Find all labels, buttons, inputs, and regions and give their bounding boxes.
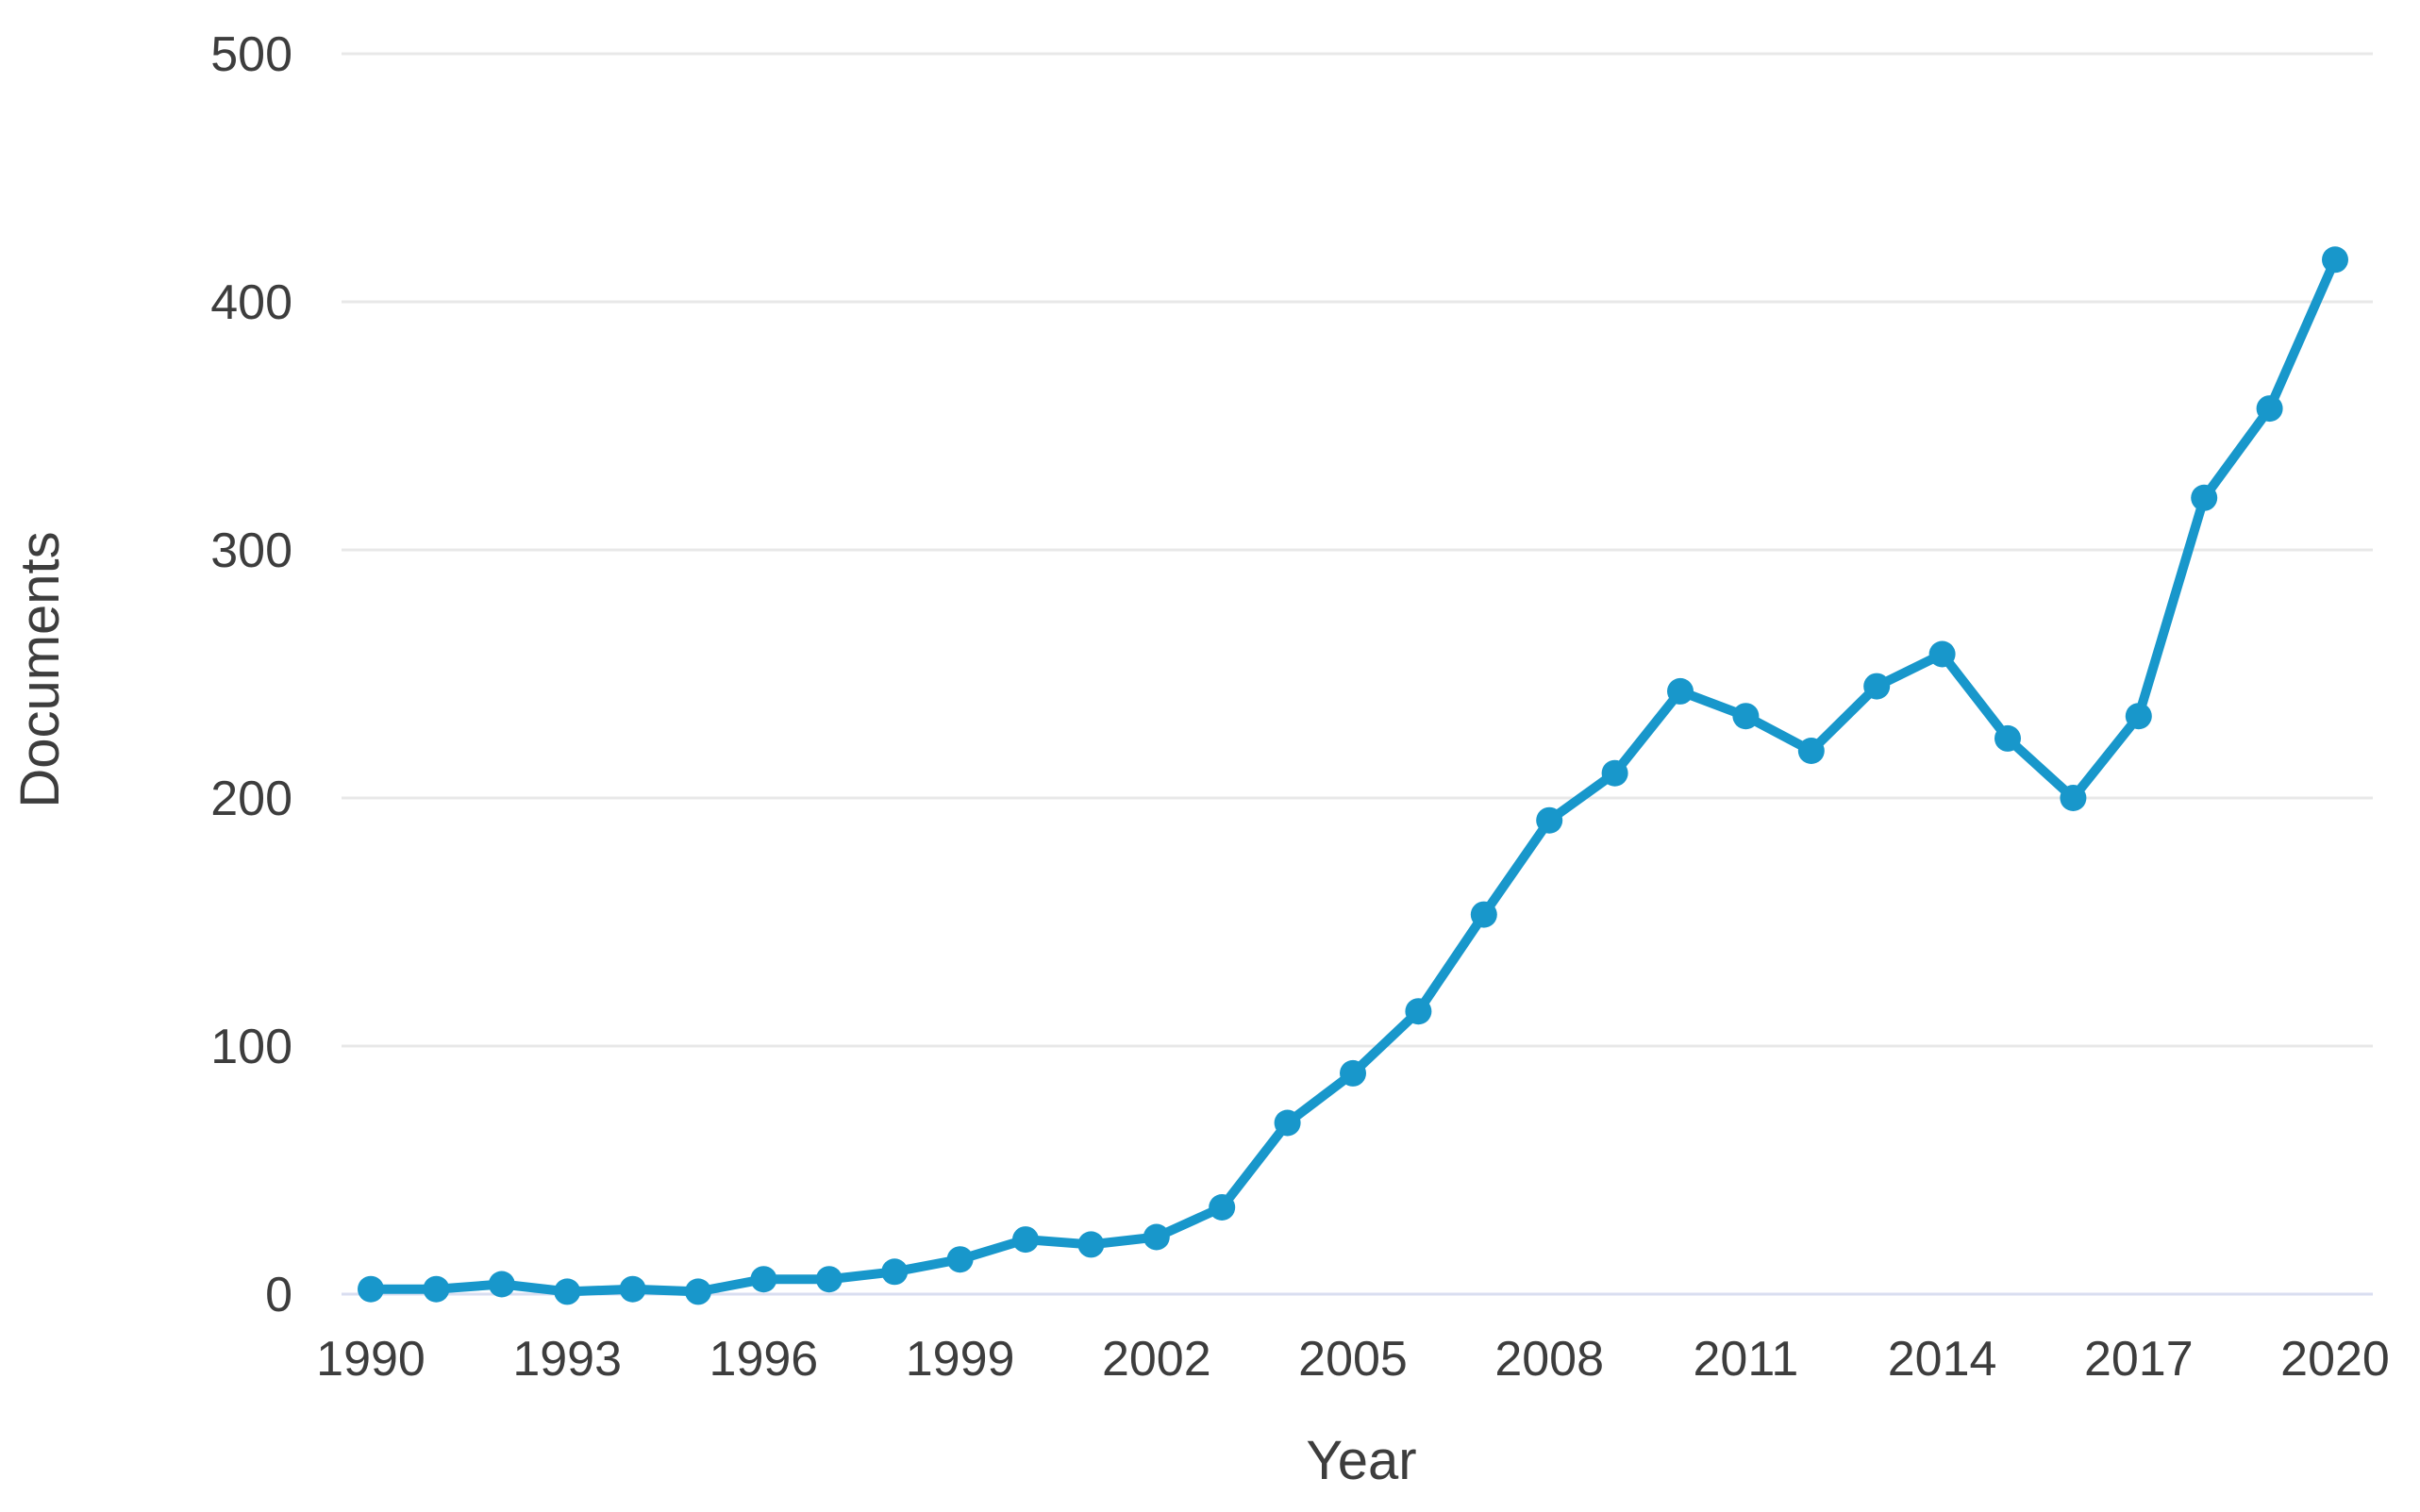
data-point-1998 <box>881 1258 909 1286</box>
data-point-2005 <box>1340 1059 1366 1087</box>
x-tick-label-2008: 2008 <box>1494 1332 1604 1387</box>
data-point-2006 <box>1405 998 1432 1025</box>
y-tick-label-300: 300 <box>210 523 292 578</box>
data-point-1990 <box>358 1275 384 1303</box>
x-tick-label-2005: 2005 <box>1298 1332 1408 1387</box>
x-tick-label-1993: 1993 <box>512 1332 622 1387</box>
data-point-2018 <box>2191 484 2218 511</box>
data-point-2008 <box>1536 806 1563 834</box>
x-tick-label-2002: 2002 <box>1102 1332 1211 1387</box>
data-point-2015 <box>1994 724 2021 752</box>
data-point-2002 <box>1143 1223 1170 1251</box>
data-point-2001 <box>1077 1231 1105 1258</box>
x-axis-title: Year <box>1306 1430 1416 1491</box>
data-point-2013 <box>1863 673 1891 700</box>
y-tick-label-200: 200 <box>210 772 292 826</box>
data-point-1994 <box>619 1275 646 1303</box>
x-tick-label-2014: 2014 <box>1888 1332 1997 1387</box>
data-point-1996 <box>750 1266 777 1293</box>
data-point-2007 <box>1470 901 1497 928</box>
y-tick-label-0: 0 <box>265 1268 292 1322</box>
x-tick-label-2011: 2011 <box>1693 1332 1798 1387</box>
y-tick-label-500: 500 <box>210 27 292 82</box>
data-point-2019 <box>2256 395 2283 423</box>
data-point-1995 <box>685 1278 711 1305</box>
data-series <box>358 246 2348 1305</box>
data-point-1999 <box>946 1246 974 1273</box>
x-tick-label-1996: 1996 <box>709 1332 819 1387</box>
series-line-documents <box>366 255 2340 1297</box>
y-tick-label-400: 400 <box>210 275 292 330</box>
y-tick-label-100: 100 <box>210 1020 292 1074</box>
data-point-2016 <box>2060 785 2087 811</box>
y-axis-title: Documents <box>9 531 71 807</box>
x-tick-label-2017: 2017 <box>2084 1332 2194 1387</box>
x-tick-label-2020: 2020 <box>2280 1332 2390 1387</box>
data-point-1992 <box>488 1271 515 1298</box>
data-point-2020 <box>2322 246 2348 274</box>
tick-labels: 0 100 200 300 400 500 1990 1993 1996 1999 2002 2005… <box>210 27 2390 1387</box>
data-point-2000 <box>1012 1226 1039 1254</box>
data-point-1997 <box>815 1266 843 1293</box>
data-point-1991 <box>423 1275 450 1303</box>
data-point-1993 <box>554 1278 581 1305</box>
data-point-2003 <box>1209 1194 1236 1221</box>
data-point-2014 <box>1928 640 1956 668</box>
x-tick-label-1999: 1999 <box>906 1332 1015 1387</box>
data-point-2012 <box>1797 738 1825 764</box>
data-point-2010 <box>1667 677 1694 705</box>
data-point-2017 <box>2125 703 2152 730</box>
x-tick-label-1990: 1990 <box>316 1332 426 1387</box>
gridlines <box>342 52 2373 1296</box>
data-point-2009 <box>1601 759 1628 787</box>
data-point-2011 <box>1732 703 1760 730</box>
data-point-2004 <box>1274 1109 1301 1137</box>
